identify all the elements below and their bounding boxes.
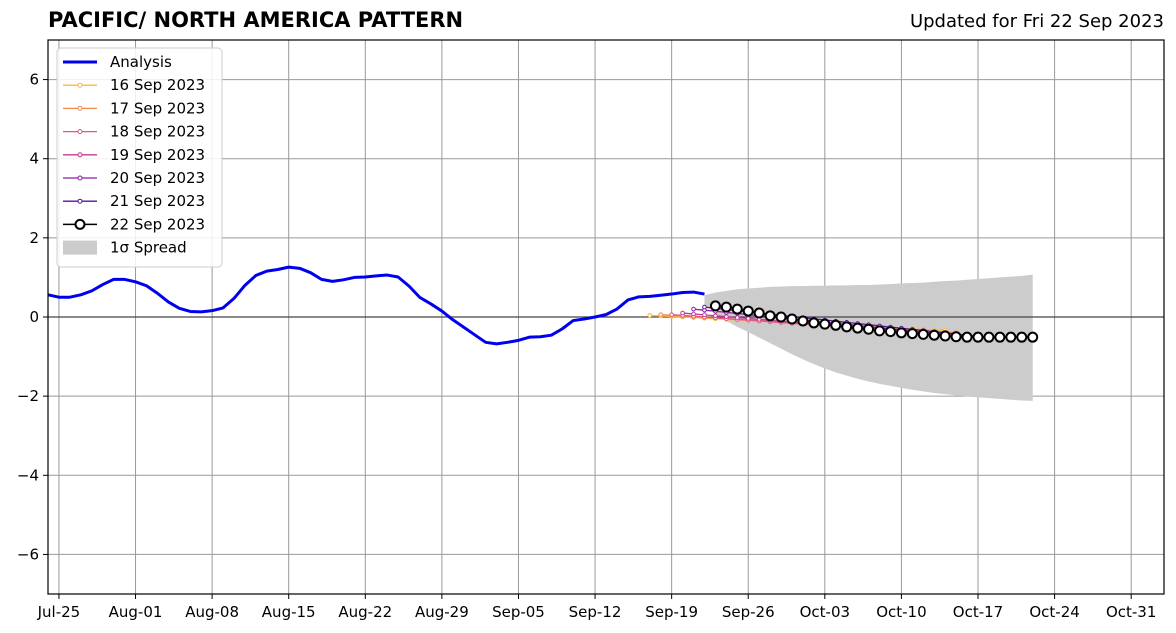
legend-swatch-marker: [77, 105, 83, 111]
forecast-point: [702, 304, 707, 310]
latest-forecast-point: [797, 315, 809, 327]
x-axis-ticks: Jul-25 Aug-01 Aug-08 Aug-15 Aug-22 Aug-29 Sep-…: [37, 594, 1156, 621]
latest-forecast-point: [874, 325, 886, 337]
latest-forecast-point: [852, 322, 864, 334]
legend-label: 19 Sep 2023: [110, 146, 205, 164]
y-tick-label: −4: [17, 466, 39, 484]
x-tick-label: Oct-03: [800, 603, 850, 621]
legend-swatch-marker: [74, 218, 86, 230]
x-tick-label: Aug-29: [415, 603, 469, 621]
x-tick-label: Aug-01: [109, 603, 163, 621]
latest-forecast-point: [1005, 331, 1017, 343]
analysis-line: [47, 265, 705, 346]
x-tick-label: Jul-25: [37, 603, 81, 621]
latest-forecast-point: [742, 305, 754, 317]
legend-label: 16 Sep 2023: [110, 76, 205, 94]
x-tick-label: Oct-10: [876, 603, 926, 621]
forecast-point: [713, 313, 718, 319]
legend-swatch-marker: [77, 152, 83, 158]
latest-forecast-point: [1027, 331, 1039, 343]
latest-forecast-point: [808, 317, 820, 329]
y-tick-label: 6: [29, 71, 39, 89]
spread-band: [704, 274, 1033, 401]
x-tick-label: Oct-24: [1029, 603, 1079, 621]
latest-forecast-point: [764, 310, 776, 322]
latest-forecast-point: [753, 307, 765, 319]
x-tick-label: Sep-19: [645, 603, 698, 621]
y-tick-label: −2: [17, 387, 39, 405]
latest-forecast-point: [961, 331, 973, 343]
latest-forecast-point: [994, 331, 1006, 343]
latest-forecast-point: [928, 329, 940, 341]
forecast-point: [680, 310, 685, 316]
legend-label: 18 Sep 2023: [110, 123, 205, 141]
chart-subtitle: Updated for Fri 22 Sep 2023: [909, 11, 1164, 32]
x-tick-label: Oct-17: [953, 603, 1003, 621]
latest-forecast-point: [863, 323, 875, 335]
latest-forecast-layer: [709, 300, 1039, 343]
forecast-point: [647, 313, 653, 318]
latest-forecast-point: [786, 313, 798, 325]
x-tick-label: Aug-15: [262, 603, 316, 621]
forecast-line: [693, 308, 990, 340]
latest-forecast-point: [884, 326, 896, 338]
legend-swatch-spread: [63, 240, 97, 255]
latest-forecast-point: [895, 327, 907, 339]
forecast-point: [702, 312, 707, 318]
latest-forecast-point: [830, 319, 842, 331]
legend: Analysis 16 Sep 2023 17 Sep 2023 18 Sep 202…: [56, 47, 223, 268]
latest-forecast-point: [983, 331, 995, 343]
latest-forecast-point: [841, 321, 853, 333]
legend-label: 17 Sep 2023: [110, 99, 205, 117]
y-tick-label: 4: [29, 150, 39, 168]
spread-layer: [704, 274, 1033, 401]
y-tick-label: 2: [29, 229, 39, 247]
legend-swatch-marker: [77, 198, 83, 204]
x-tick-label: Oct-31: [1106, 603, 1156, 621]
latest-forecast-point: [720, 301, 732, 313]
x-tick-label: Sep-05: [492, 603, 545, 621]
legend-label: Analysis: [110, 53, 172, 71]
latest-forecast-point: [917, 328, 929, 340]
latest-forecast-point: [1016, 331, 1028, 343]
x-tick-label: Aug-08: [185, 603, 239, 621]
legend-label: 1σ Spread: [110, 239, 187, 257]
forecast-point: [691, 306, 696, 312]
forecast-point: [734, 315, 740, 320]
legend-label: 22 Sep 2023: [110, 215, 205, 233]
forecast-point: [745, 316, 751, 321]
legend-label: 21 Sep 2023: [110, 192, 205, 210]
x-tick-label: Aug-22: [338, 603, 392, 621]
legend-label: 20 Sep 2023: [110, 169, 205, 187]
latest-forecast-point: [819, 318, 831, 330]
forecast-point: [658, 312, 664, 317]
latest-forecast-point: [950, 331, 962, 343]
latest-forecast-point: [939, 330, 951, 342]
forecast-point: [669, 312, 674, 317]
latest-forecast-point: [731, 303, 743, 315]
legend-swatch-marker: [77, 129, 83, 135]
forecast-point: [691, 311, 696, 317]
y-tick-label: 0: [29, 308, 39, 326]
legend-swatch-marker: [77, 175, 83, 181]
x-tick-label: Sep-12: [569, 603, 622, 621]
y-tick-label: −6: [17, 545, 39, 563]
legend-swatch-marker: [77, 82, 83, 88]
legend-box: [56, 47, 223, 268]
latest-forecast-point: [906, 328, 918, 340]
latest-forecast-point: [709, 300, 721, 312]
chart-title: PACIFIC/ NORTH AMERICA PATTERN: [48, 8, 464, 32]
x-tick-label: Sep-26: [722, 603, 775, 621]
y-axis-ticks: 6 4 2 0 −2 −4 −6: [17, 71, 48, 563]
latest-forecast-point: [972, 331, 984, 343]
analysis-layer: [47, 265, 705, 346]
latest-forecast-point: [775, 311, 787, 323]
forecast-point: [724, 314, 729, 319]
